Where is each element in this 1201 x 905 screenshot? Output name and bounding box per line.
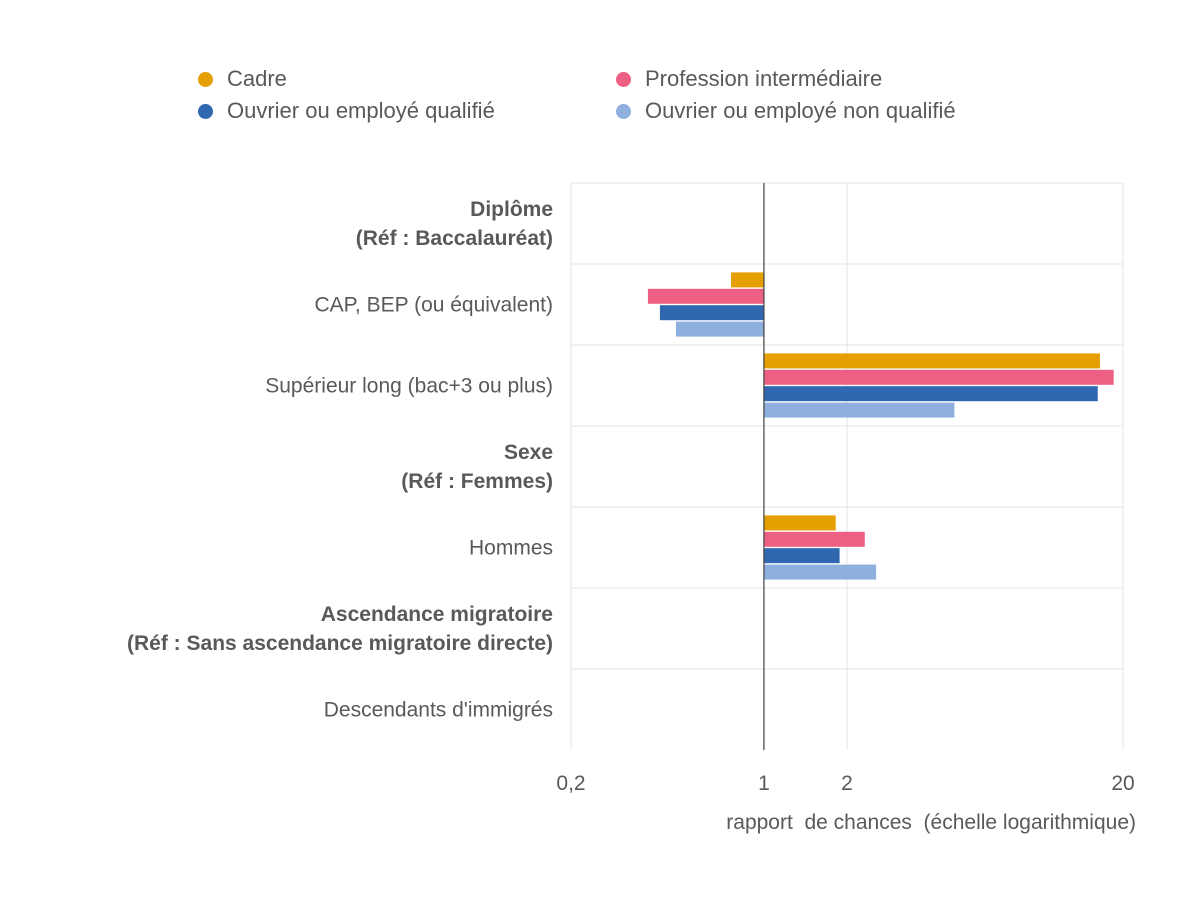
bar — [763, 353, 1100, 369]
category-label: Descendants d'immigrés — [324, 699, 553, 722]
bar — [763, 548, 840, 564]
x-tick-label: 20 — [1111, 772, 1134, 795]
category-label: CAP, BEP (ou équivalent) — [314, 294, 553, 317]
category-label: Sexe — [504, 441, 553, 464]
legend-item: Ouvrier ou employé non qualifié — [616, 98, 956, 124]
x-tick-label: 0,2 — [556, 772, 585, 795]
bar — [763, 402, 955, 418]
legend-label: Ouvrier ou employé qualifié — [227, 98, 495, 123]
category-label: (Réf : Sans ascendance migratoire direct… — [127, 632, 553, 655]
legend-label: Cadre — [227, 66, 287, 91]
legend-item: Ouvrier ou employé qualifié — [198, 98, 495, 124]
category-label: Supérieur long (bac+3 ou plus) — [265, 375, 553, 398]
bar — [659, 305, 764, 321]
bar — [763, 369, 1114, 385]
legend-marker — [198, 71, 213, 87]
category-label: Hommes — [469, 537, 553, 560]
bar — [647, 288, 764, 304]
bar — [763, 531, 865, 547]
legend-marker — [616, 103, 631, 119]
x-tick-label: 1 — [758, 772, 770, 795]
x-axis-title: rapport de chances (échelle logarithmiqu… — [726, 811, 1136, 834]
legend-item: Profession intermédiaire — [616, 66, 882, 92]
bar — [731, 272, 764, 288]
category-label: (Réf : Femmes) — [401, 470, 553, 493]
chart-legend: Cadre Profession intermédiaire Ouvrier ou … — [0, 0, 1201, 140]
legend-marker — [198, 103, 213, 119]
bar — [763, 386, 1098, 402]
bar — [763, 564, 877, 580]
legend-label: Profession intermédiaire — [645, 66, 883, 91]
x-tick-label: 2 — [841, 772, 853, 795]
category-label: Diplôme — [470, 198, 553, 221]
legend-item: Cadre — [198, 66, 287, 92]
bar — [675, 321, 764, 337]
category-label: Ascendance migratoire — [321, 603, 553, 626]
legend-label: Ouvrier ou employé non qualifié — [645, 98, 956, 123]
legend-marker — [616, 71, 631, 87]
category-label: (Réf : Baccalauréat) — [356, 227, 553, 250]
bar — [763, 515, 836, 531]
